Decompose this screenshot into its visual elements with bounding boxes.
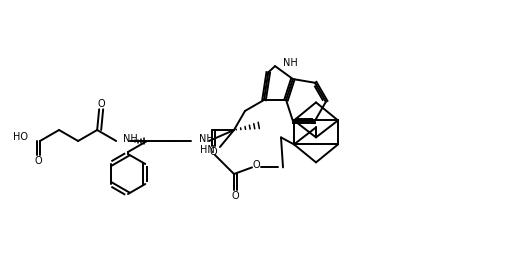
Text: HN: HN — [200, 145, 215, 155]
Text: O: O — [210, 147, 218, 157]
Text: NH: NH — [283, 58, 298, 68]
Text: HO: HO — [13, 132, 28, 142]
Text: O: O — [232, 191, 240, 201]
Text: O: O — [252, 160, 260, 170]
Text: NH: NH — [123, 134, 138, 144]
Text: O: O — [97, 99, 105, 109]
Text: NH: NH — [199, 134, 214, 144]
Text: O: O — [35, 156, 42, 166]
